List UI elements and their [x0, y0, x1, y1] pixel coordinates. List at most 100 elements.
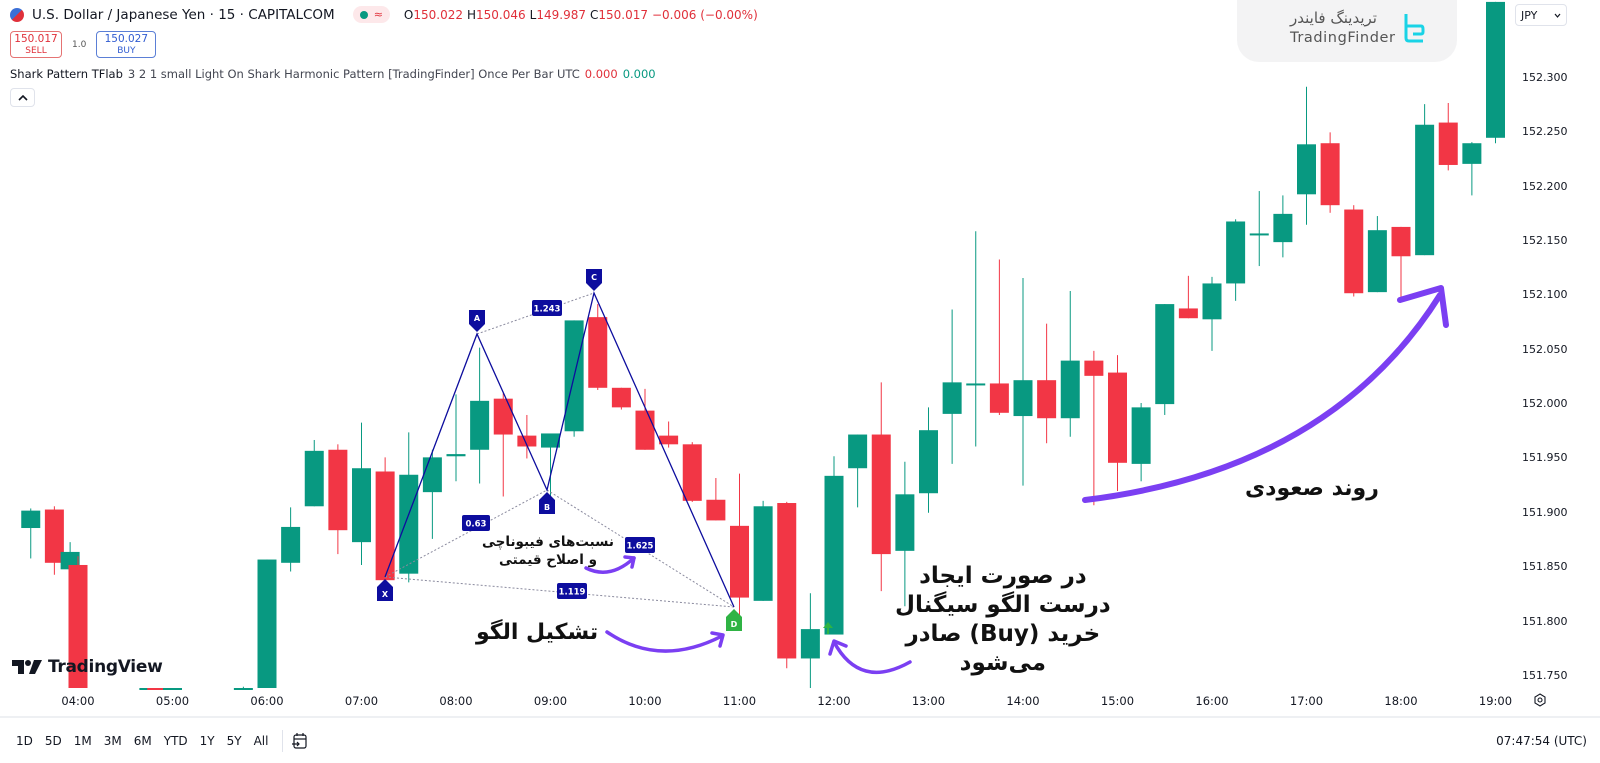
candle — [588, 304, 608, 390]
candle — [422, 449, 442, 539]
candle — [1084, 350, 1104, 506]
trade-panel: 150.017 SELL 1.0 150.027 BUY — [10, 31, 157, 58]
range-button-all[interactable]: All — [253, 733, 269, 748]
candle — [399, 432, 419, 583]
price-tick-label: 152.300 — [1522, 71, 1568, 84]
fib-annotation: نسبت‌های فیبوناچی و اصلاح قیمتی — [482, 534, 614, 568]
price-tick-label: 151.750 — [1522, 668, 1568, 682]
indicator-value-2: 0.000 — [622, 67, 656, 81]
uptrend-arrow-icon — [1082, 292, 1443, 503]
candle — [328, 444, 348, 555]
buy-signal-arrow-icon — [823, 622, 833, 634]
market-status-badge[interactable]: ≈ — [352, 6, 390, 23]
close-value: 150.017 — [598, 7, 648, 22]
indicator-name: Shark Pattern TFlab — [10, 67, 123, 81]
svg-text:C: C — [591, 273, 597, 282]
currency-select[interactable]: JPY — [1515, 4, 1567, 26]
ratio-line — [546, 489, 735, 608]
candle — [730, 473, 749, 619]
svg-text:A: A — [474, 314, 481, 323]
utc-clock[interactable]: 07:47:54 (UTC) — [1496, 733, 1587, 748]
range-button-5d[interactable]: 5D — [44, 733, 62, 748]
candle — [611, 387, 631, 410]
range-button-ytd[interactable]: YTD — [163, 733, 188, 748]
uptrend-arrow-head-icon — [1397, 285, 1449, 328]
formation-arrow-icon-head — [710, 631, 725, 648]
candle — [659, 421, 679, 448]
svg-text:B: B — [544, 503, 550, 512]
candle — [777, 501, 797, 669]
range-button-5y[interactable]: 5Y — [226, 733, 242, 748]
price-tick-label: 152.050 — [1522, 342, 1568, 356]
candle — [706, 478, 726, 521]
calendar-goto-icon[interactable] — [291, 732, 309, 750]
sell-label: SELL — [25, 45, 47, 56]
currency-value: JPY — [1521, 8, 1538, 22]
candle — [1108, 355, 1127, 492]
indicator-args: 3 2 1 small Light On Shark Harmonic Patt… — [127, 67, 580, 81]
candle — [257, 559, 277, 688]
price-tick-label: 152.200 — [1522, 179, 1568, 193]
uptrend-annotation: روند صعودی — [1245, 476, 1379, 501]
ohlc-values: O150.022 H150.046 L149.987 C150.017 −0.0… — [403, 7, 758, 22]
symbol-title[interactable]: U.S. Dollar / Japanese Yen · 15 · CAPITA… — [32, 6, 335, 23]
time-tick-label: 19:00 — [1478, 694, 1513, 708]
time-tick-label: 05:00 — [155, 694, 190, 708]
candle — [446, 394, 466, 482]
candle — [800, 593, 820, 688]
buy-label: BUY — [117, 45, 136, 56]
collapse-legend-button[interactable] — [10, 88, 35, 107]
indicator-value-1: 0.000 — [584, 67, 618, 81]
candle — [1155, 304, 1175, 415]
candlestick-chart[interactable]: A C X B D 0.63 1.243 1.625 1.119 — [0, 0, 1600, 716]
candle — [635, 388, 655, 450]
usd-jpy-flag-icon — [10, 7, 24, 22]
range-button-1d[interactable]: 1D — [16, 733, 33, 748]
price-tick-label: 152.250 — [1522, 125, 1568, 139]
delay-wave-icon: ≈ — [373, 8, 383, 21]
buy-button[interactable]: 150.027 BUY — [96, 31, 157, 58]
candle — [44, 506, 64, 575]
brand-watermark-box — [1237, 0, 1457, 62]
time-tick-label: 18:00 — [1384, 694, 1418, 708]
pattern-point-d: D — [726, 609, 742, 631]
change-value: −0.006 (−0.00%) — [651, 7, 758, 22]
candle — [1037, 323, 1057, 444]
candle — [68, 556, 88, 688]
time-tick-label: 11:00 — [722, 694, 757, 708]
tradingview-text: TradingView — [48, 657, 163, 677]
candle — [281, 507, 301, 572]
price-tick-label: 152.150 — [1522, 234, 1568, 248]
symbol-header: U.S. Dollar / Japanese Yen · 15 · CAPITA… — [10, 6, 758, 23]
candle — [919, 407, 938, 513]
indicator-legend[interactable]: Shark Pattern TFlab 3 2 1 small Light On… — [10, 67, 656, 81]
candle — [1367, 216, 1387, 293]
svg-text:1.625: 1.625 — [627, 542, 654, 552]
bottom-toolbar: 1D 5D 1M 3M 6M YTD 1Y 5Y All 07:47:54 (UTC) — [0, 716, 1600, 763]
price-tick-label: 151.850 — [1522, 560, 1568, 574]
low-value: 149.987 — [536, 7, 586, 22]
candle — [871, 382, 891, 592]
fib-arrow-icon — [584, 556, 636, 574]
range-button-3m[interactable]: 3M — [103, 733, 122, 748]
range-button-1m[interactable]: 1M — [73, 733, 92, 748]
candle — [470, 347, 490, 484]
candle — [1178, 275, 1198, 319]
range-button-6m[interactable]: 6M — [133, 733, 152, 748]
signal-arrow-icon-head — [828, 639, 848, 656]
candle — [824, 456, 844, 635]
sell-button[interactable]: 150.017 SELL — [10, 31, 62, 58]
candle — [163, 688, 182, 690]
open-value: 150.022 — [413, 7, 463, 22]
range-button-1y[interactable]: 1Y — [199, 733, 215, 748]
tradingview-watermark: TradingView — [12, 657, 163, 677]
candle — [1226, 219, 1246, 301]
axis-settings-icon[interactable] — [1533, 693, 1547, 707]
ratio-label: 1.625 — [625, 537, 655, 553]
candle — [1060, 291, 1080, 437]
pattern-legs — [384, 290, 735, 608]
toolbar-divider — [282, 729, 284, 752]
candle — [233, 686, 253, 690]
ratio-label: 1.243 — [532, 300, 562, 316]
formation-annotation: تشکیل الگو — [476, 620, 599, 645]
